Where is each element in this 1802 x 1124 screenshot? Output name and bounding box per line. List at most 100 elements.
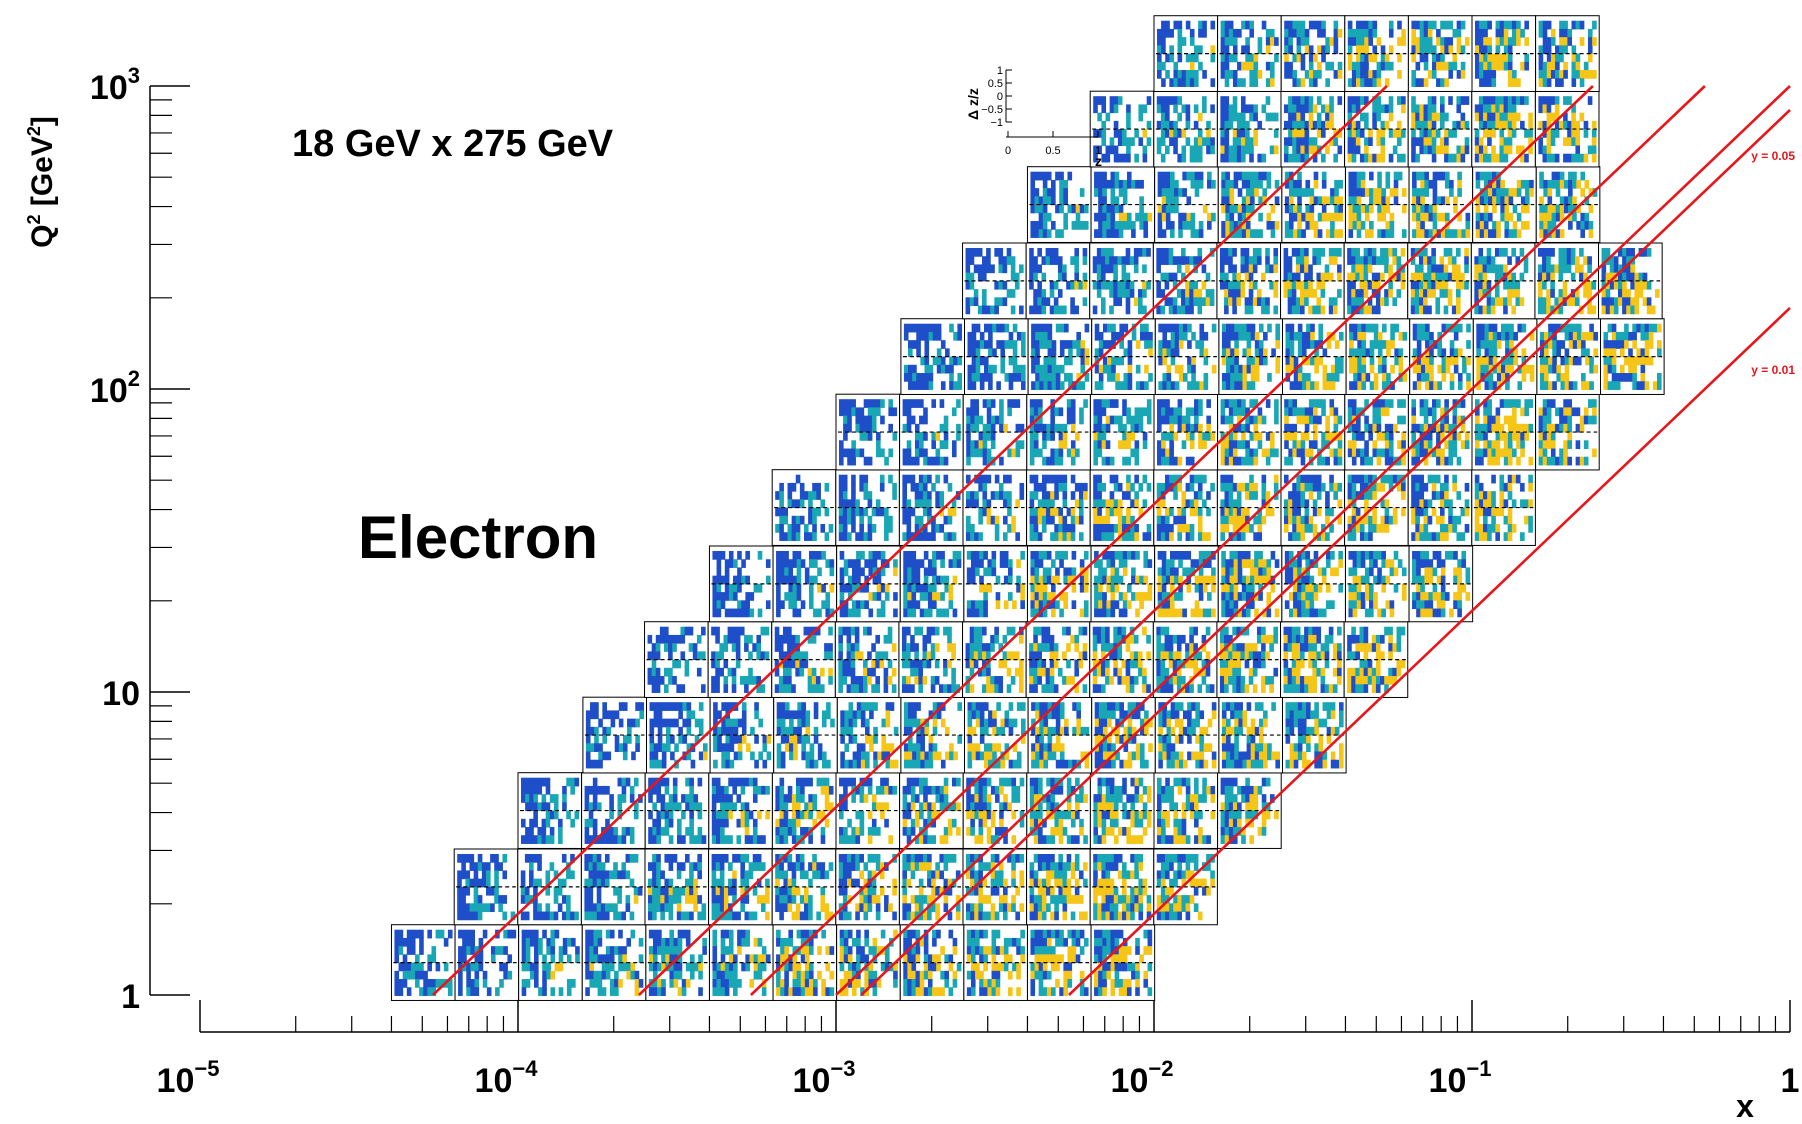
heatmap-cell (1246, 759, 1252, 769)
heatmap-cell (780, 567, 785, 577)
heatmap-cell (728, 862, 733, 871)
heatmap-cell (1072, 759, 1077, 769)
heatmap-cell (1160, 667, 1166, 677)
heatmap-cell (990, 870, 996, 880)
heatmap-cell (994, 853, 1000, 863)
heatmap-cell (1356, 592, 1362, 601)
heatmap-cell (1110, 592, 1116, 601)
heatmap-cell (1117, 870, 1123, 880)
heatmap-cell (995, 929, 1001, 939)
heatmap-cell (521, 987, 527, 996)
heatmap-cell (724, 785, 729, 795)
heatmap-cell (1297, 718, 1303, 728)
heatmap-cell (685, 895, 690, 904)
heatmap-cell (1042, 583, 1048, 593)
heatmap-cell (1094, 954, 1099, 964)
heatmap-cell (891, 684, 897, 693)
heatmap-cell (805, 726, 811, 736)
heatmap-cell (1139, 759, 1145, 769)
heatmap-cell (1066, 878, 1072, 888)
heatmap-cell (719, 870, 725, 880)
heatmap-cell (864, 735, 870, 744)
heatmap-cell (906, 651, 911, 661)
heatmap-cell (462, 954, 467, 964)
heatmap-cell (1211, 751, 1217, 761)
heatmap-cell (1185, 777, 1191, 787)
heatmap-cell (621, 870, 627, 880)
heatmap-cell (1373, 592, 1378, 601)
heatmap-cell (1284, 567, 1290, 577)
heatmap-cell (1135, 987, 1140, 996)
heatmap-cell (1416, 550, 1421, 560)
heatmap-cell (740, 810, 746, 820)
heatmap-cell (817, 583, 822, 593)
heatmap-cell (1207, 743, 1213, 753)
heatmap-cell (776, 550, 781, 560)
heatmap-cell (758, 751, 763, 761)
heatmap-cell (1157, 777, 1162, 787)
heatmap-cell (1173, 827, 1179, 836)
heatmap-cell (1135, 962, 1140, 972)
heatmap-cell (914, 651, 919, 661)
heatmap-cell (1338, 702, 1344, 711)
heatmap-cell (813, 702, 819, 711)
heatmap-cell (733, 583, 738, 593)
heatmap-cell (529, 929, 535, 939)
heatmap-cell (652, 962, 658, 972)
heatmap-cell (1369, 550, 1374, 560)
heatmap-cell (943, 802, 949, 812)
heatmap-cell (1229, 567, 1235, 577)
heatmap-cell (521, 937, 527, 947)
heatmap-cell (1185, 684, 1190, 693)
heatmap-cell (780, 559, 785, 568)
heatmap-cell (1079, 608, 1085, 618)
heatmap-cell (647, 886, 653, 896)
heatmap-cell (622, 962, 627, 972)
heatmap-cell (720, 827, 725, 836)
heatmap-cell (840, 751, 845, 761)
heatmap-cell (1401, 592, 1407, 601)
heatmap-cell (1169, 886, 1174, 896)
heatmap-cell (614, 946, 619, 955)
heatmap-cell (717, 726, 722, 736)
heatmap-cell (724, 962, 730, 972)
heatmap-cell (698, 954, 703, 964)
heatmap-cell (982, 794, 988, 803)
heatmap-cell (1220, 785, 1226, 795)
heatmap-cell (842, 886, 848, 896)
heatmap-cell (745, 592, 750, 601)
heatmap-cell (864, 559, 869, 568)
heatmap-cell (694, 735, 700, 744)
heatmap-cell (1114, 550, 1120, 560)
heatmap-cell (760, 862, 766, 871)
heatmap-cell (860, 718, 866, 728)
heatmap-cell (838, 853, 844, 863)
heatmap-cell (1300, 676, 1305, 685)
heatmap-cell (745, 575, 750, 585)
heatmap-cell (915, 559, 921, 568)
heatmap-cell (1156, 853, 1162, 863)
heatmap-cell (880, 802, 885, 812)
heatmap-cell (1245, 802, 1250, 812)
heatmap-cell (1035, 759, 1040, 769)
heatmap-cell (696, 634, 702, 644)
heatmap-cell (1297, 608, 1302, 618)
heatmap-cell (626, 970, 632, 980)
heatmap-cell (970, 827, 975, 836)
heatmap-cell (498, 862, 503, 871)
heatmap-cell (737, 743, 743, 753)
heatmap-cell (562, 937, 568, 947)
kinematic-bin-panel (1026, 848, 1091, 926)
heatmap-cell (752, 643, 757, 652)
heatmap-cell (1030, 559, 1036, 568)
heatmap-cell (733, 726, 739, 736)
heatmap-cell (635, 718, 640, 728)
heatmap-cell (553, 911, 559, 921)
heatmap-cell (952, 608, 958, 618)
heatmap-cell (1178, 583, 1183, 593)
heatmap-cell (1003, 878, 1008, 888)
heatmap-cell (1122, 954, 1128, 964)
heatmap-cell (838, 684, 843, 693)
heatmap-cell (1164, 626, 1170, 636)
heatmap-cell (801, 710, 807, 720)
